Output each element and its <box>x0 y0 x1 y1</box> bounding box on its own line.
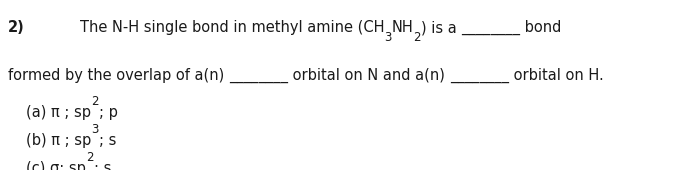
Text: 2: 2 <box>86 151 94 164</box>
Text: 3: 3 <box>384 31 391 44</box>
Text: bond: bond <box>520 20 561 35</box>
Text: ) is a: ) is a <box>421 20 462 35</box>
Text: formed by the overlap of a(n): formed by the overlap of a(n) <box>8 68 229 83</box>
Text: (b) π ; sp: (b) π ; sp <box>26 133 92 148</box>
Text: NH: NH <box>391 20 414 35</box>
Text: 2): 2) <box>8 20 25 35</box>
Text: orbital on H.: orbital on H. <box>509 68 604 83</box>
Text: ; s: ; s <box>99 133 117 148</box>
Text: ________: ________ <box>229 68 288 83</box>
Text: orbital on N and a(n): orbital on N and a(n) <box>288 68 450 83</box>
Text: 2: 2 <box>92 95 99 108</box>
Text: 3: 3 <box>92 123 99 136</box>
Text: ________: ________ <box>450 68 509 83</box>
Text: ________: ________ <box>462 20 520 35</box>
Text: 2: 2 <box>414 31 421 44</box>
Text: ; p: ; p <box>99 105 118 120</box>
Text: The N-H single bond in methyl amine (CH: The N-H single bond in methyl amine (CH <box>80 20 384 35</box>
Text: ; s: ; s <box>94 161 111 170</box>
Text: (a) π ; sp: (a) π ; sp <box>26 105 92 120</box>
Text: (c) σ; sp: (c) σ; sp <box>26 161 86 170</box>
